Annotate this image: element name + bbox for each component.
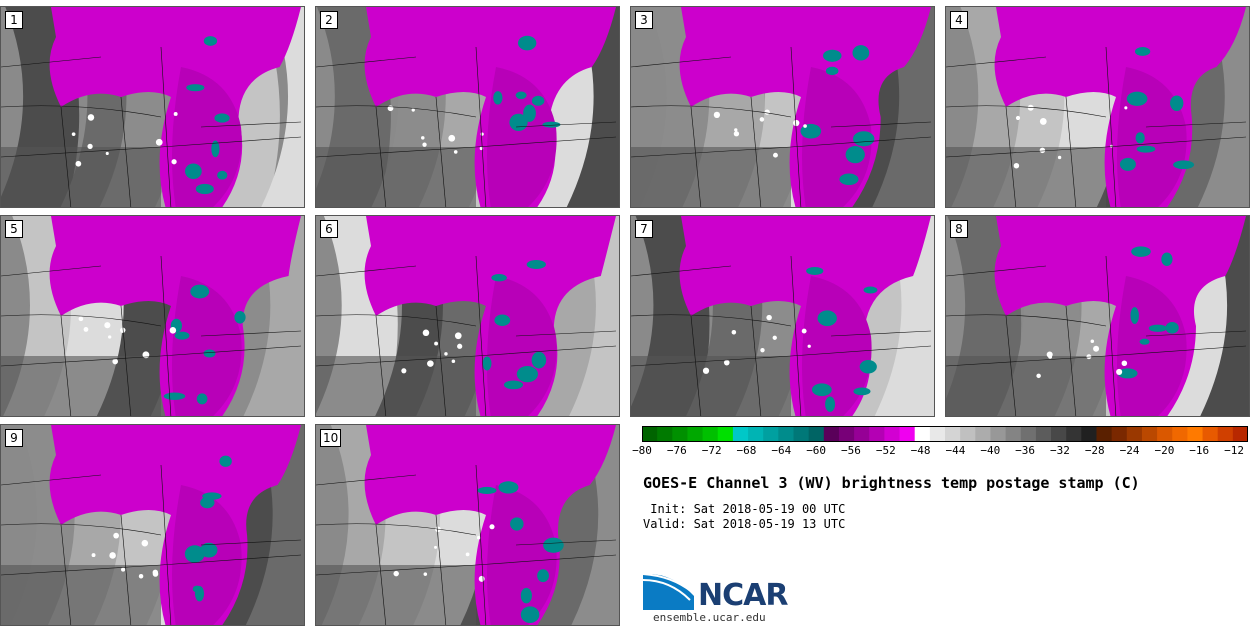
map-panel: 7	[630, 215, 935, 417]
panel-number: 1	[5, 11, 23, 29]
colorbar-swatch	[808, 426, 825, 442]
map-panel: 8	[945, 215, 1250, 417]
water-vapor-map	[631, 216, 934, 416]
colorbar-swatch	[854, 426, 870, 442]
colorbar-swatch	[1157, 426, 1173, 442]
panel-number: 7	[635, 220, 653, 238]
map-panel: 2	[315, 6, 620, 208]
colorbar-swatch	[884, 426, 901, 442]
colorbar-tick-label: −76	[666, 444, 687, 457]
colorbar-swatch	[1111, 426, 1128, 442]
colorbar-swatch	[990, 426, 1007, 442]
colorbar-tick-label: −44	[945, 444, 966, 457]
water-vapor-map	[316, 216, 619, 416]
panel-number: 5	[5, 220, 23, 238]
plot-title: GOES-E Channel 3 (WV) brightness temp po…	[643, 474, 1140, 492]
water-vapor-map	[316, 425, 619, 625]
colorbar-swatch	[838, 426, 855, 442]
colorbar-tick-label: −32	[1049, 444, 1070, 457]
panel-number: 8	[950, 220, 968, 238]
water-vapor-map	[316, 7, 619, 207]
colorbar-tick-label: −72	[701, 444, 722, 457]
map-panel: 6	[315, 215, 620, 417]
colorbar-swatch	[1096, 426, 1113, 442]
colorbar	[642, 426, 1248, 442]
map-panel: 5	[0, 215, 305, 417]
colorbar-swatch	[823, 426, 840, 442]
colorbar-swatch	[1217, 426, 1234, 442]
colorbar-tick-label: −60	[806, 444, 827, 457]
colorbar-swatch	[1081, 426, 1097, 442]
water-vapor-map	[1, 425, 304, 625]
colorbar-swatch	[702, 426, 719, 442]
colorbar-swatch	[763, 426, 779, 442]
colorbar-swatch	[869, 426, 885, 442]
colorbar-swatch	[945, 426, 961, 442]
colorbar-swatch	[672, 426, 688, 442]
map-panel: 9	[0, 424, 305, 626]
init-time: Init: Sat 2018-05-19 00 UTC	[643, 502, 846, 516]
map-panel: 4	[945, 6, 1250, 208]
water-vapor-map	[631, 7, 934, 207]
panel-number: 3	[635, 11, 653, 29]
colorbar-swatch	[793, 426, 810, 442]
map-panel: 10	[315, 424, 620, 626]
colorbar-swatch	[1005, 426, 1022, 442]
colorbar-swatch	[1051, 426, 1067, 442]
colorbar-swatch	[657, 426, 673, 442]
ncar-logo-icon	[642, 573, 694, 610]
colorbar-tick-label: −48	[910, 444, 931, 457]
colorbar-swatch	[960, 426, 976, 442]
colorbar-tick-label: −68	[736, 444, 757, 457]
colorbar-tick-labels: −80 −76 −72 −68 −64 −60 −56 −52 −48 −44 −40 −36 −32 −…	[632, 444, 1248, 460]
colorbar-tick-label: −80	[632, 444, 652, 457]
colorbar-tick-label: −56	[841, 444, 861, 457]
colorbar-swatch	[929, 426, 946, 442]
panel-number: 10	[320, 429, 342, 447]
colorbar-tick-label: −36	[1015, 444, 1036, 457]
logo-name: NCAR	[698, 578, 788, 613]
panel-number: 6	[320, 220, 338, 238]
colorbar-swatch	[1126, 426, 1143, 442]
colorbar-tick-label: −16	[1189, 444, 1210, 457]
colorbar-swatch	[748, 426, 764, 442]
colorbar-swatch	[642, 426, 658, 442]
panel-number: 4	[950, 11, 968, 29]
colorbar-swatch	[914, 426, 931, 442]
colorbar-swatch	[1202, 426, 1219, 442]
colorbar-tick-label: −24	[1119, 444, 1140, 457]
colorbar-swatch	[687, 426, 704, 442]
colorbar-swatch	[1187, 426, 1204, 442]
colorbar-swatch	[1141, 426, 1158, 442]
colorbar-swatch	[899, 426, 916, 442]
water-vapor-map	[946, 216, 1249, 416]
valid-time: Valid: Sat 2018-05-19 13 UTC	[643, 517, 846, 531]
water-vapor-map	[1, 7, 304, 207]
colorbar-tick-label: −12	[1224, 444, 1244, 457]
colorbar-tick-label: −64	[771, 444, 792, 457]
panel-number: 9	[5, 429, 23, 447]
map-panel: 3	[630, 6, 935, 208]
colorbar-swatch	[1172, 426, 1188, 442]
logo-url: ensemble.ucar.edu	[653, 611, 766, 624]
colorbar-swatch	[975, 426, 991, 442]
colorbar-swatch	[1066, 426, 1082, 442]
map-panel: 1	[0, 6, 305, 208]
colorbar-tick-label: −28	[1084, 444, 1105, 457]
colorbar-swatch	[778, 426, 794, 442]
water-vapor-map	[946, 7, 1249, 207]
colorbar-swatch	[1020, 426, 1037, 442]
water-vapor-map	[1, 216, 304, 416]
colorbar-swatch	[1035, 426, 1052, 442]
colorbar-swatch	[1232, 426, 1248, 442]
colorbar-swatch	[732, 426, 749, 442]
colorbar-swatch	[717, 426, 734, 442]
colorbar-tick-label: −20	[1154, 444, 1175, 457]
colorbar-tick-label: −40	[980, 444, 1001, 457]
colorbar-tick-label: −52	[875, 444, 896, 457]
panel-number: 2	[320, 11, 338, 29]
